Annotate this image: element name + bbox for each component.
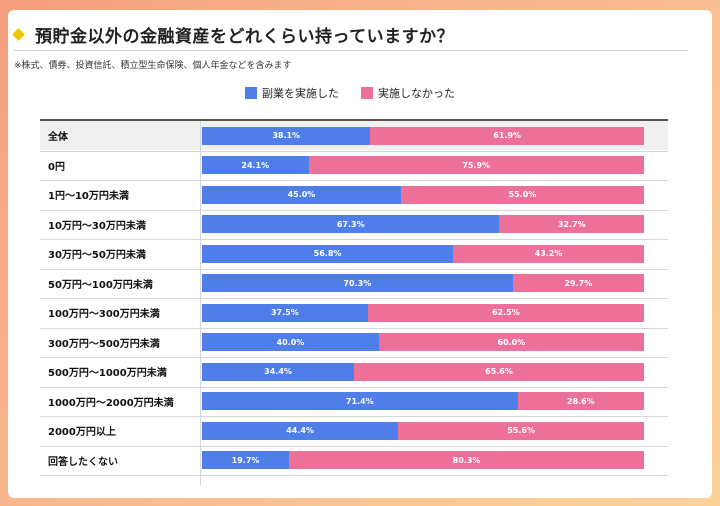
legend-item-series-b: 実施しなかった: [361, 85, 455, 101]
stacked-bar: 67.3% 32.7%: [202, 215, 644, 233]
category-label: 全体: [48, 132, 68, 143]
stacked-bar: 45.0% 55.0%: [202, 185, 644, 204]
row-separator: [40, 268, 668, 270]
stacked-bar: 70.3% 29.7%: [202, 274, 644, 292]
bar-segment-jisshi: 70.3%: [202, 274, 513, 292]
stacked-bar: 56.8% 43.2%: [202, 244, 644, 263]
bar-segment-jisshi: 45.0%: [202, 185, 401, 204]
chart-row: 100万円〜300万円未満: [40, 298, 668, 327]
stacked-bar: 34.4% 65.6%: [202, 362, 644, 381]
chart-note: ※株式、債券、投資信託、積立型生命保険、個人年金などを含みます: [14, 61, 292, 71]
legend-label-series-b: 実施しなかった: [378, 87, 455, 100]
table-top-rule: [40, 119, 668, 121]
chart-row: 1円〜10万円未満: [40, 180, 668, 209]
category-label: 50万円〜100万円未満: [48, 279, 153, 291]
chart-row: 300万円〜500万円未満: [40, 328, 668, 357]
category-label: 100万円〜300万円未満: [48, 309, 160, 320]
bar-segment-jisshi: 38.1%: [202, 126, 371, 145]
row-separator: [40, 150, 668, 152]
category-label: 2000万円以上: [48, 427, 116, 438]
chart-row: 30万円〜50万円未満: [40, 239, 668, 268]
row-separator: [40, 445, 668, 447]
category-label: 回答したくない: [48, 456, 118, 468]
bar-segment-mijisshi: 80.3%: [289, 451, 644, 469]
title-row: 預貯金以外の金融資産をどれくらい持っていますか？: [12, 22, 455, 47]
bar-segment-jisshi: 67.3%: [202, 215, 500, 233]
title-divider: [14, 50, 688, 51]
diamond-icon: [12, 28, 25, 41]
legend-swatch-series-b: [361, 87, 373, 99]
row-separator: [40, 239, 668, 240]
category-label: 10万円〜30万円未満: [48, 220, 146, 232]
chart-row: 0円: [40, 151, 668, 180]
chart-row: 2000万円以上: [40, 416, 668, 445]
chart-row: 500万円〜1000万円未満: [40, 357, 668, 386]
row-separator: [40, 416, 668, 417]
stacked-bar: 71.4% 28.6%: [202, 392, 644, 410]
bar-segment-mijisshi: 65.6%: [354, 362, 644, 381]
category-label: 300万円〜500万円未満: [48, 338, 160, 350]
bar-segment-mijisshi: 60.0%: [378, 333, 644, 351]
category-label: 500万円〜1000万円未満: [48, 368, 167, 379]
legend-label-series-a: 副業を実施した: [262, 87, 339, 100]
row-separator: [40, 209, 668, 211]
bar-segment-jisshi: 24.1%: [202, 156, 309, 174]
row-separator: [40, 386, 668, 388]
bar-segment-mijisshi: 61.9%: [370, 126, 644, 145]
bar-segment-mijisshi: 75.9%: [308, 156, 644, 174]
bar-segment-mijisshi: 32.7%: [499, 215, 644, 233]
row-separator: [40, 475, 668, 476]
stacked-bar: 37.5% 62.5%: [202, 303, 644, 322]
bar-segment-mijisshi: 55.6%: [398, 421, 644, 440]
category-label: 1000万円〜2000万円未満: [48, 397, 174, 409]
bar-segment-jisshi: 19.7%: [202, 451, 290, 469]
chart-row: 回答したくない: [40, 446, 668, 475]
bar-segment-jisshi: 40.0%: [202, 333, 379, 351]
chart-row: 10万円〜30万円未満: [40, 210, 668, 239]
stacked-bar: 24.1% 75.9%: [202, 156, 644, 174]
row-separator: [40, 357, 668, 358]
stacked-bar: 19.7% 80.3%: [202, 451, 644, 469]
bar-segment-mijisshi: 62.5%: [367, 303, 644, 322]
bar-segment-mijisshi: 29.7%: [512, 274, 644, 292]
label-divider: [200, 121, 201, 485]
bar-segment-jisshi: 37.5%: [202, 303, 368, 322]
bar-segment-mijisshi: 55.0%: [400, 185, 644, 204]
category-label: 1円〜10万円未満: [48, 191, 129, 202]
stacked-bar: 38.1% 61.9%: [202, 126, 644, 145]
category-label: 0円: [48, 161, 65, 173]
legend-item-series-a: 副業を実施した: [245, 85, 339, 101]
chart-row: 50万円〜100万円未満: [40, 269, 668, 298]
legend-swatch-series-a: [245, 87, 257, 99]
legend: 副業を実施した 実施しなかった: [245, 85, 477, 101]
stacked-bar: 44.4% 55.6%: [202, 421, 644, 440]
bar-segment-jisshi: 56.8%: [202, 244, 454, 263]
bar-segment-jisshi: 34.4%: [202, 362, 355, 381]
bar-segment-jisshi: 71.4%: [202, 392, 518, 410]
bar-segment-mijisshi: 43.2%: [453, 244, 644, 263]
bar-segment-mijisshi: 28.6%: [517, 392, 644, 410]
row-separator: [40, 327, 668, 329]
row-separator: [40, 180, 668, 181]
row-separator: [40, 298, 668, 299]
chart-title: 預貯金以外の金融資産をどれくらい持っていますか？: [35, 27, 455, 47]
stacked-bar: 40.0% 60.0%: [202, 333, 644, 351]
chart-row: 1000万円〜2000万円未満: [40, 387, 668, 416]
bar-segment-jisshi: 44.4%: [202, 421, 399, 440]
category-label: 30万円〜50万円未満: [48, 250, 146, 261]
